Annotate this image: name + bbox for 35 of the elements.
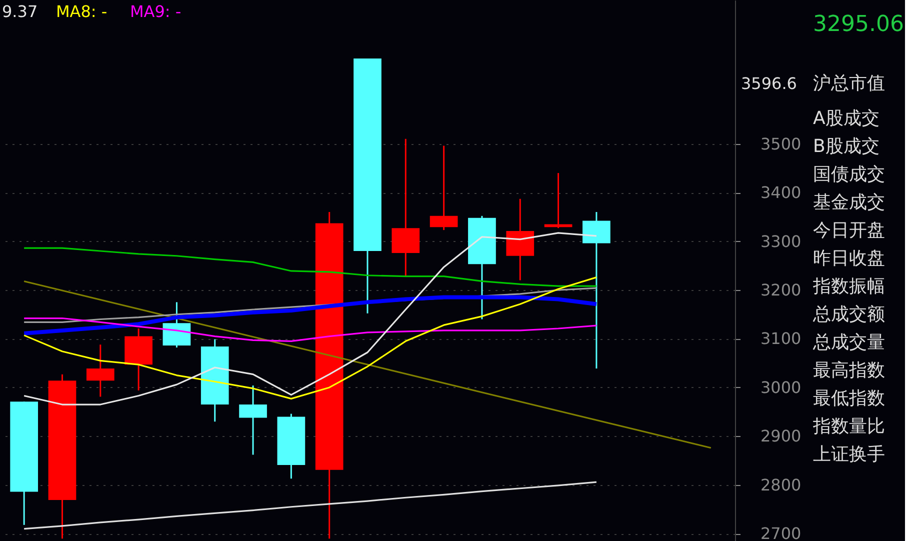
annotation: MA9: - <box>130 2 182 21</box>
text: 国债成交 <box>813 164 885 185</box>
text: 3596.6 <box>741 74 797 93</box>
y-tick-label: 2700 <box>760 524 802 541</box>
candlestick <box>544 172 572 229</box>
text: 指数振幅 <box>812 276 885 297</box>
annotation: 9.37 <box>2 2 38 21</box>
y-tick-label: 3400 <box>760 183 802 202</box>
y-tick-label: 3200 <box>760 280 802 300</box>
text: 基金成交 <box>813 192 885 213</box>
y-tick-label: 3500 <box>760 134 802 154</box>
line-series <box>23 276 598 400</box>
text: 总成交额 <box>812 304 885 325</box>
line-series <box>23 481 598 530</box>
text: 总成交量 <box>812 332 885 353</box>
text: 昨日收盘 <box>813 248 885 269</box>
text: 最低指数 <box>813 388 885 409</box>
text: 沪总市值 <box>813 73 885 94</box>
text: 今日开盘 <box>813 220 885 241</box>
y-tick-label: 3100 <box>760 329 802 348</box>
text: 指数量比 <box>812 416 885 437</box>
line-series <box>23 317 598 342</box>
candlestick <box>430 144 458 231</box>
y-tick-label: 2800 <box>760 475 802 494</box>
annotation: MA8: - <box>56 2 108 21</box>
y-tick-label: 2900 <box>760 426 802 446</box>
line-series <box>23 247 598 287</box>
y-tick-label: 3000 <box>760 378 802 397</box>
text: 3295.06 <box>813 12 904 37</box>
line-series <box>22 295 598 336</box>
text: B股成交 <box>813 136 880 157</box>
text: 上证换手 <box>813 444 885 465</box>
y-tick-label: 3300 <box>760 232 802 251</box>
text: 最高指数 <box>813 360 885 381</box>
text: A股成交 <box>813 108 880 129</box>
